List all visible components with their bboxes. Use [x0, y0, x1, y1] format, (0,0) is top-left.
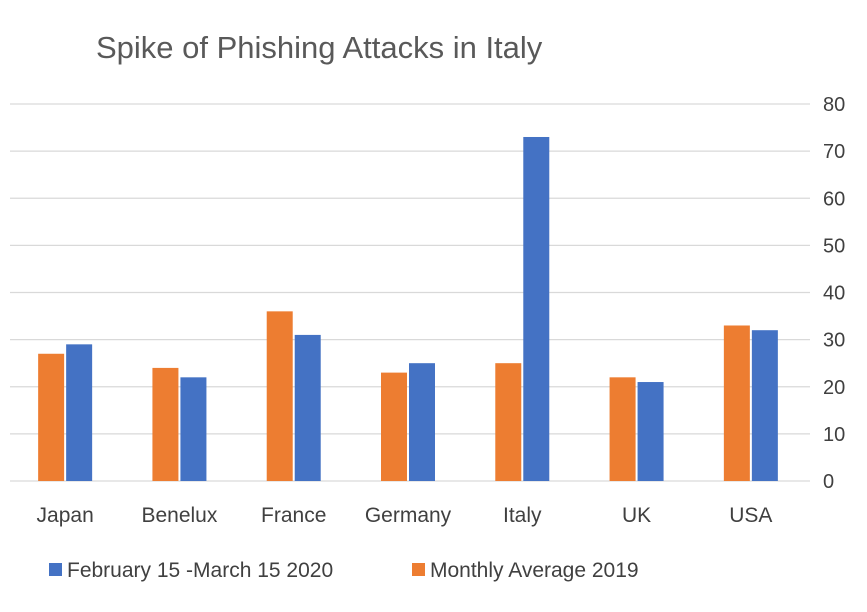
y-axis-ticks: 0 10 20 30 40 50 60 70 80	[823, 94, 845, 493]
x-axis-labels: Japan Benelux France Germany Italy UK USA	[37, 504, 773, 527]
x-tick-label: France	[261, 504, 326, 527]
bar-benelux-avg-2019	[152, 367, 179, 481]
x-tick-label: Benelux	[141, 504, 217, 527]
gridlines	[10, 103, 810, 482]
y-tick-label: 70	[823, 141, 845, 163]
legend-swatch	[412, 563, 425, 576]
y-tick-label: 10	[823, 424, 845, 446]
bar-usa-feb-mar-2020	[751, 330, 778, 481]
x-tick-label: Japan	[37, 504, 94, 527]
bar-usa-avg-2019	[723, 325, 750, 481]
y-tick-label: 40	[823, 283, 845, 305]
bar-germany-avg-2019	[381, 372, 407, 481]
bar-japan-feb-mar-2020	[66, 344, 93, 481]
x-tick-label: UK	[622, 504, 651, 527]
y-tick-label: 60	[823, 188, 845, 210]
legend-label: February 15 -March 15 2020	[67, 559, 333, 582]
legend-swatch	[49, 563, 62, 576]
y-tick-label: 50	[823, 235, 845, 257]
legend-label: Monthly Average 2019	[430, 559, 639, 582]
bar-uk-feb-mar-2020	[637, 382, 664, 481]
x-tick-label: Germany	[365, 504, 452, 527]
bar-france-avg-2019	[266, 311, 293, 481]
bar-japan-avg-2019	[38, 353, 65, 481]
bar-italy-avg-2019	[495, 363, 522, 481]
bar-italy-feb-mar-2020	[523, 136, 550, 482]
bar-germany-feb-mar-2020	[409, 363, 435, 481]
bar-uk-avg-2019	[609, 377, 636, 481]
y-tick-label: 30	[823, 330, 845, 352]
y-tick-label: 20	[823, 377, 845, 399]
bars	[38, 136, 778, 482]
y-tick-label: 80	[823, 94, 845, 116]
bar-france-feb-mar-2020	[294, 334, 321, 481]
legend: February 15 -March 15 2020 Monthly Averag…	[49, 559, 639, 582]
x-tick-label: Italy	[503, 504, 542, 527]
x-tick-label: USA	[729, 504, 772, 527]
bar-benelux-feb-mar-2020	[180, 377, 207, 481]
chart-title: Spike of Phishing Attacks in Italy	[96, 30, 543, 65]
y-tick-label: 0	[823, 471, 834, 493]
